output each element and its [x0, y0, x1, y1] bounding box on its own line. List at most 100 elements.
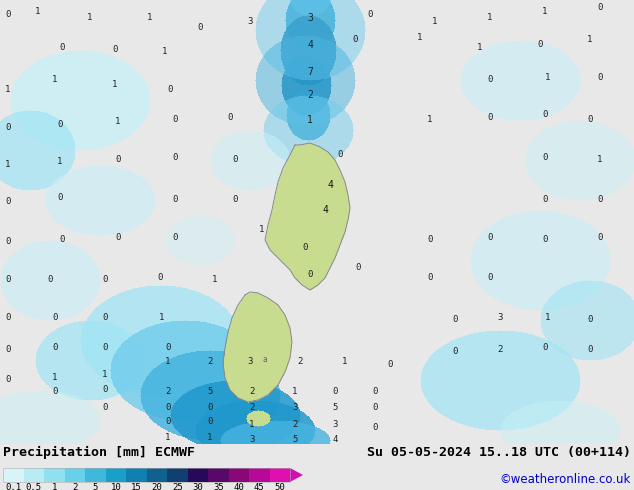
- Text: 0: 0: [53, 314, 58, 322]
- Text: 0: 0: [427, 236, 432, 245]
- Text: 1: 1: [57, 157, 63, 167]
- Text: 0: 0: [197, 24, 203, 32]
- Text: 1: 1: [147, 14, 153, 23]
- Text: 3: 3: [249, 436, 255, 444]
- Text: 0: 0: [207, 417, 212, 426]
- Text: 0: 0: [332, 388, 338, 396]
- Text: 1: 1: [259, 225, 264, 235]
- Bar: [208, 468, 228, 482]
- Text: 3: 3: [307, 13, 313, 23]
- Text: 0: 0: [597, 74, 603, 82]
- Text: 0: 0: [542, 153, 548, 163]
- Text: 0: 0: [488, 75, 493, 84]
- Text: 40: 40: [233, 483, 244, 490]
- Text: 1: 1: [249, 420, 255, 429]
- Text: 0: 0: [488, 233, 493, 243]
- Text: 1: 1: [5, 85, 11, 95]
- Text: 0: 0: [172, 196, 178, 204]
- Text: 5: 5: [93, 483, 98, 490]
- Text: 2: 2: [292, 420, 298, 429]
- Bar: [126, 468, 146, 482]
- Text: 0: 0: [452, 316, 458, 324]
- Text: 2: 2: [249, 388, 255, 396]
- Text: 0: 0: [115, 155, 120, 165]
- Text: 1: 1: [477, 44, 482, 52]
- Text: 0: 0: [597, 196, 603, 204]
- Text: a: a: [262, 355, 268, 365]
- Text: 0: 0: [115, 233, 120, 243]
- Text: 0: 0: [372, 388, 378, 396]
- Text: 15: 15: [131, 483, 141, 490]
- Text: 0: 0: [542, 343, 548, 352]
- Text: 1: 1: [292, 388, 298, 396]
- Text: 5: 5: [332, 403, 338, 413]
- Text: 0: 0: [102, 403, 108, 413]
- Text: 1: 1: [115, 118, 120, 126]
- Text: 1: 1: [545, 74, 551, 82]
- Text: 0: 0: [207, 403, 212, 413]
- Text: 0: 0: [232, 196, 238, 204]
- Text: 0: 0: [5, 238, 11, 246]
- Text: 0: 0: [172, 233, 178, 243]
- Text: 0: 0: [387, 361, 392, 369]
- Text: 3: 3: [332, 420, 338, 429]
- Text: 1: 1: [5, 161, 11, 170]
- Text: 0: 0: [427, 273, 432, 282]
- Text: ©weatheronline.co.uk: ©weatheronline.co.uk: [500, 473, 631, 486]
- Text: 0: 0: [57, 121, 63, 129]
- Text: 1: 1: [51, 483, 57, 490]
- Text: 1: 1: [545, 314, 551, 322]
- Text: 5: 5: [207, 388, 212, 396]
- Text: 0: 0: [167, 85, 172, 95]
- Text: 0: 0: [302, 244, 307, 252]
- Text: 4: 4: [322, 205, 328, 215]
- Text: 0: 0: [542, 110, 548, 120]
- Text: 0: 0: [372, 403, 378, 413]
- Text: 4: 4: [327, 180, 333, 190]
- Bar: [188, 468, 208, 482]
- Text: 2: 2: [207, 357, 212, 367]
- Text: 0: 0: [5, 197, 11, 206]
- Bar: [65, 468, 85, 482]
- Text: 0: 0: [367, 10, 373, 20]
- Text: 0: 0: [337, 150, 343, 159]
- Text: 0: 0: [102, 314, 108, 322]
- Text: 1: 1: [597, 155, 603, 165]
- Text: 1: 1: [162, 48, 167, 56]
- Bar: [3, 468, 23, 482]
- Text: 0: 0: [5, 275, 11, 285]
- Text: 35: 35: [213, 483, 224, 490]
- Text: 0: 0: [112, 46, 118, 54]
- Text: 0: 0: [102, 343, 108, 352]
- Bar: [3, 468, 290, 482]
- Text: 10: 10: [110, 483, 121, 490]
- Text: 0: 0: [232, 155, 238, 165]
- Text: 0: 0: [228, 114, 233, 122]
- Text: 0: 0: [542, 236, 548, 245]
- Text: 1: 1: [342, 357, 347, 367]
- Text: 0: 0: [597, 3, 603, 13]
- Text: 1: 1: [102, 370, 108, 379]
- Text: 1: 1: [488, 14, 493, 23]
- Text: 0: 0: [157, 273, 163, 282]
- Bar: [228, 468, 249, 482]
- Text: 0: 0: [48, 275, 53, 285]
- Text: 5: 5: [292, 436, 298, 444]
- Text: 4: 4: [332, 436, 338, 444]
- Text: 4: 4: [307, 40, 313, 50]
- Text: 1: 1: [212, 275, 217, 285]
- Text: 1: 1: [307, 115, 313, 125]
- Text: 3: 3: [247, 18, 253, 26]
- Text: 1: 1: [165, 434, 171, 442]
- Text: 3: 3: [292, 403, 298, 413]
- Text: 0: 0: [488, 273, 493, 282]
- Text: 1: 1: [53, 373, 58, 383]
- Bar: [269, 468, 290, 482]
- Text: 0: 0: [372, 423, 378, 433]
- Text: 0: 0: [5, 123, 11, 132]
- Text: 0.5: 0.5: [26, 483, 42, 490]
- Bar: [44, 468, 65, 482]
- Text: 1: 1: [36, 7, 41, 17]
- Text: 0: 0: [5, 375, 11, 385]
- Text: Precipitation [mm] ECMWF: Precipitation [mm] ECMWF: [3, 446, 195, 459]
